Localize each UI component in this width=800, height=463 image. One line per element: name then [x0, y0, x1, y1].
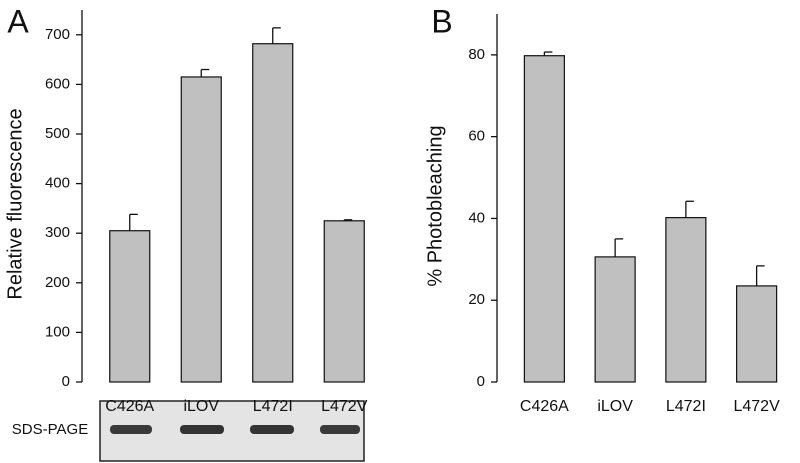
y-axis-label: % Photobleaching [424, 125, 446, 286]
x-tick-label: L472V [321, 398, 368, 415]
y-tick-label: 0 [62, 373, 70, 390]
y-tick-label: 40 [468, 209, 485, 226]
bar [180, 76, 222, 383]
x-tick-label: L472I [666, 398, 706, 415]
panel-letter: A [7, 3, 29, 39]
x-tick-label: L472I [253, 398, 293, 415]
y-tick-label: 20 [468, 291, 485, 308]
x-tick-label: L472V [733, 398, 780, 415]
y-tick-label: 0 [477, 373, 485, 390]
bar [665, 217, 707, 383]
y-tick-label: 600 [45, 75, 70, 92]
gel-image [99, 400, 365, 462]
bar [594, 256, 636, 383]
y-tick-label: 60 [468, 128, 485, 145]
bar [323, 220, 365, 383]
y-tick-label: 300 [45, 224, 70, 241]
bar [736, 285, 778, 383]
x-tick-label: C426A [105, 398, 154, 415]
x-tick-label: C426A [520, 398, 569, 415]
y-tick-label: 700 [45, 26, 70, 43]
y-tick-label: 500 [45, 125, 70, 142]
y-tick-label: 80 [468, 46, 485, 63]
bar [523, 55, 565, 383]
panel-letter: B [431, 3, 452, 39]
y-tick-label: 200 [45, 274, 70, 291]
x-tick-label: iLOV [183, 398, 219, 415]
gel-label: SDS-PAGE [12, 421, 88, 438]
y-tick-label: 100 [45, 323, 70, 340]
y-axis-label: Relative fluorescence [4, 108, 26, 299]
bar [252, 43, 294, 383]
y-tick-label: 400 [45, 175, 70, 192]
bar [109, 230, 151, 383]
x-tick-label: iLOV [597, 398, 633, 415]
